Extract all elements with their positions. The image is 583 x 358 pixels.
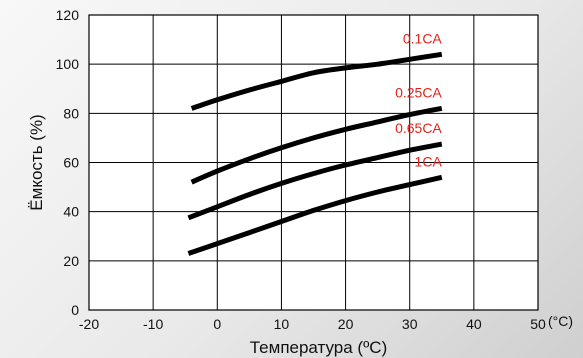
series-labels: 0.1CA 0.25CA 0.65CA 1CA bbox=[395, 30, 442, 169]
x-tick-label: 30 bbox=[402, 316, 418, 332]
series-line-1ca bbox=[187, 174, 443, 256]
x-tick-label: 20 bbox=[338, 316, 354, 332]
y-tick-label: 40 bbox=[63, 204, 79, 220]
x-tick-label: 10 bbox=[274, 316, 290, 332]
y-tick-label: 20 bbox=[63, 253, 79, 269]
y-tick-label: 120 bbox=[56, 7, 80, 23]
series-lines bbox=[187, 51, 443, 256]
series-label: 1CA bbox=[415, 153, 443, 169]
y-tick-label: 60 bbox=[63, 155, 79, 171]
series-label: 0.65CA bbox=[395, 120, 442, 136]
x-tick-label: 40 bbox=[466, 316, 482, 332]
grid bbox=[88, 14, 539, 311]
y-tick-label: 80 bbox=[63, 105, 79, 121]
y-axis-title: Ёмкость (%) bbox=[27, 114, 46, 210]
y-tick-label: 100 bbox=[56, 56, 80, 72]
x-tick-label: -10 bbox=[143, 316, 163, 332]
x-axis-title: Температура (ºC) bbox=[250, 338, 388, 357]
tick-labels: -20 -10 0 10 20 30 40 50 0 20 40 60 80 100 120 bbox=[56, 7, 546, 332]
x-tick-label: 0 bbox=[213, 316, 221, 332]
series-label: 0.25CA bbox=[395, 84, 442, 100]
series-line-0-25ca bbox=[190, 105, 443, 185]
series-line-0-1ca bbox=[190, 51, 443, 111]
x-axis-unit-label: (°C) bbox=[548, 313, 573, 329]
x-tick-label: 50 bbox=[530, 316, 546, 332]
y-tick-label: 0 bbox=[71, 302, 79, 318]
series-label: 0.1CA bbox=[403, 30, 443, 46]
series-line-0-65ca bbox=[187, 141, 443, 221]
x-tick-label: -20 bbox=[79, 316, 99, 332]
